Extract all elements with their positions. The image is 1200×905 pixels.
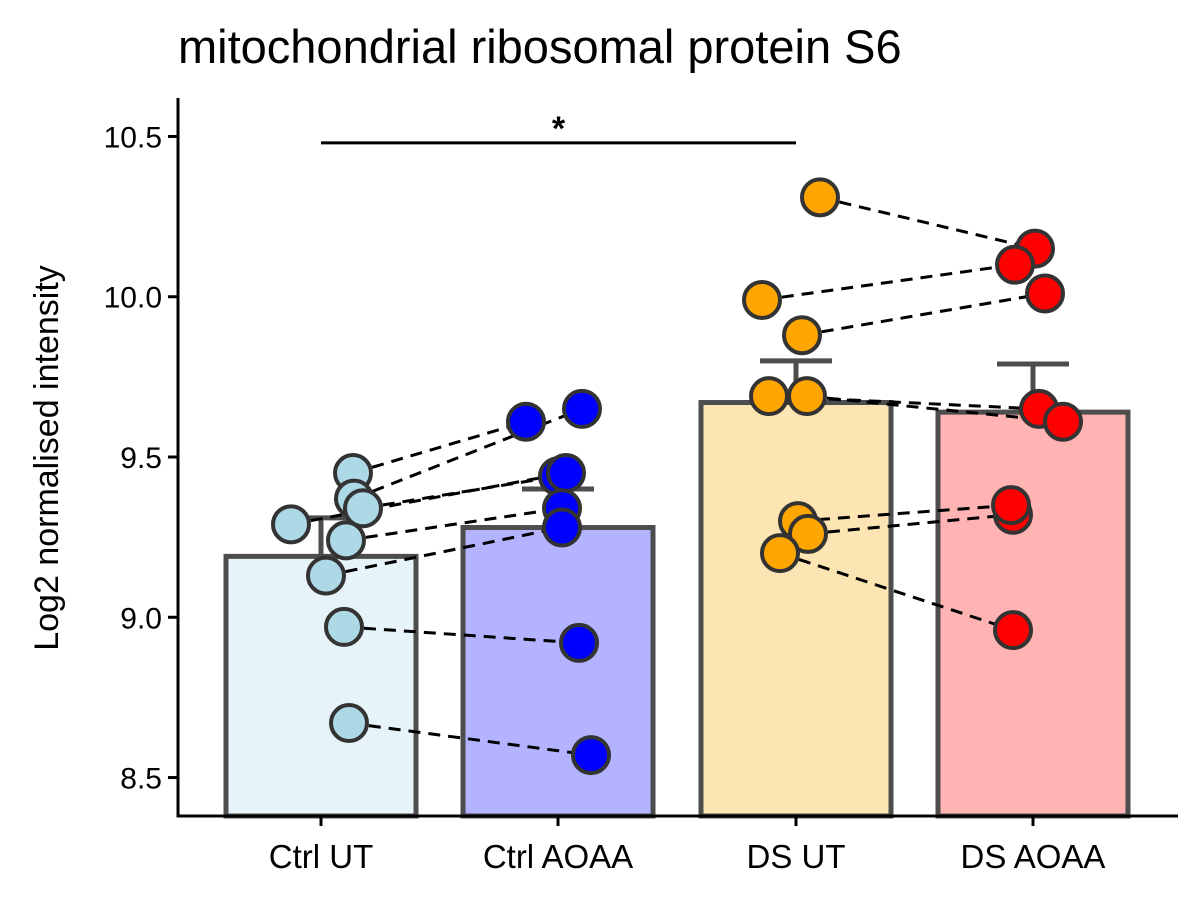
pairlines-layer bbox=[290, 195, 1064, 757]
pair-line bbox=[807, 513, 1012, 536]
data-point-ctrl-aoaa bbox=[506, 401, 546, 442]
x-tick-label: DS UT bbox=[747, 838, 846, 875]
data-point-ds-aoaa bbox=[1043, 401, 1083, 442]
pair-line bbox=[819, 195, 1036, 251]
data-point-ctrl-ut bbox=[343, 488, 383, 529]
pair-line bbox=[801, 292, 1046, 337]
axes-layer: 8.5 9.0 9.5 10.0 10.5 Ctrl UT Ctrl AOAA DS UT DS… bbox=[104, 98, 1178, 875]
data-point-ds-ut bbox=[749, 376, 789, 417]
pair-line bbox=[352, 420, 527, 475]
data-point-ds-ut bbox=[742, 279, 782, 320]
pair-line bbox=[362, 474, 559, 510]
pair-line bbox=[290, 471, 567, 526]
y-tick-label: 10.0 bbox=[104, 282, 162, 315]
data-point-ctrl-aoaa bbox=[546, 453, 586, 494]
data-point-ds-ut bbox=[788, 513, 828, 554]
x-tick-label: Ctrl UT bbox=[269, 838, 373, 875]
y-tick-label: 8.5 bbox=[120, 763, 162, 796]
data-point-ctrl-aoaa bbox=[571, 735, 611, 776]
pair-line bbox=[761, 263, 1016, 302]
bar-ctrl-ut bbox=[223, 553, 419, 819]
significance-label: * bbox=[552, 110, 566, 148]
data-point-ctrl-ut bbox=[306, 555, 346, 596]
pair-line bbox=[779, 551, 1014, 632]
data-point-ds-aoaa bbox=[993, 610, 1033, 651]
pair-line bbox=[345, 506, 563, 542]
data-point-ctrl-ut bbox=[326, 520, 366, 561]
data-point-ctrl-ut bbox=[271, 504, 311, 545]
x-tick-label: Ctrl AOAA bbox=[483, 838, 633, 875]
points-layer bbox=[271, 177, 1083, 776]
bar-ds-ut bbox=[698, 400, 894, 819]
bar-ds-aoaa bbox=[935, 409, 1131, 819]
data-point-ds-aoaa bbox=[991, 485, 1031, 526]
data-point-ctrl-ut bbox=[329, 703, 369, 744]
y-tick-label: 9.5 bbox=[120, 442, 162, 475]
significance-layer: * bbox=[321, 110, 796, 148]
y-tick-label: 9.0 bbox=[120, 602, 162, 635]
data-point-ds-aoaa bbox=[1025, 273, 1065, 314]
y-tick-label: 10.5 bbox=[104, 121, 162, 154]
data-point-ctrl-ut bbox=[324, 606, 364, 647]
pair-line bbox=[325, 526, 563, 578]
pair-line bbox=[797, 503, 1014, 523]
data-point-ds-ut bbox=[800, 177, 840, 218]
data-point-ds-aoaa bbox=[995, 244, 1035, 285]
data-point-ctrl-aoaa bbox=[562, 388, 602, 429]
data-point-ctrl-aoaa bbox=[542, 507, 582, 548]
data-point-ds-ut bbox=[782, 315, 822, 356]
pair-line bbox=[806, 394, 1064, 424]
data-point-ctrl-aoaa bbox=[559, 622, 599, 663]
data-point-ds-ut bbox=[787, 376, 827, 417]
y-axis-label: Log2 normalised intensity bbox=[28, 265, 66, 651]
data-point-ds-ut bbox=[760, 533, 800, 574]
chart-title: mitochondrial ribosomal protein S6 bbox=[178, 20, 902, 73]
pair-line bbox=[348, 721, 592, 757]
x-tick-label: DS AOAA bbox=[961, 838, 1106, 875]
bar-ctrl-aoaa bbox=[460, 525, 656, 819]
